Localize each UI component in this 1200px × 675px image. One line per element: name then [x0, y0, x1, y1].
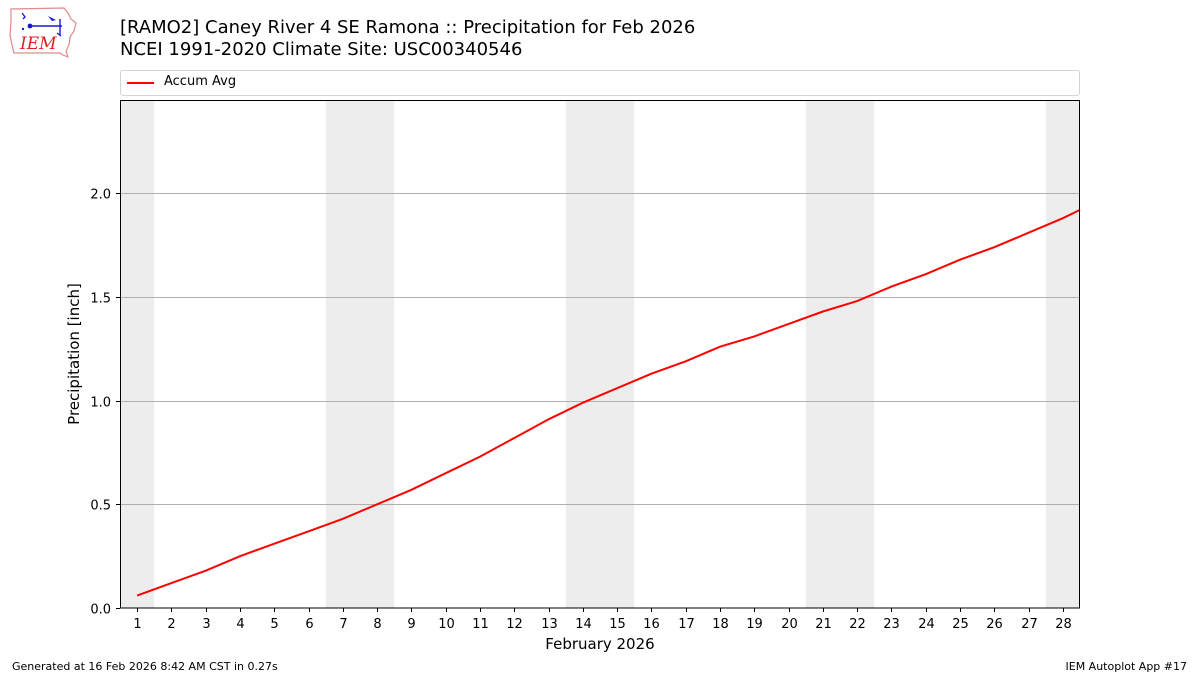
- x-axis-label: February 2026: [545, 635, 654, 653]
- x-tick-label: 26: [986, 617, 1003, 632]
- app-id-label: IEM Autoplot App #17: [1065, 660, 1188, 673]
- y-tick-label: 1.0: [90, 396, 111, 411]
- x-tick-label: 1: [133, 617, 141, 632]
- weekend-shade-band: [565, 100, 635, 608]
- x-tick-label: 7: [339, 617, 347, 632]
- chart-title-line2: NCEI 1991-2020 Climate Site: USC00340546: [120, 39, 523, 60]
- y-tick-label: 0.5: [90, 499, 111, 514]
- iowa-map-logo-icon: IEM: [9, 7, 77, 59]
- x-tick-label: 13: [541, 617, 558, 632]
- y-tick-label: 2.0: [90, 188, 111, 203]
- weekend-shading: [120, 100, 1080, 608]
- weekend-shade-band: [120, 100, 155, 608]
- x-tick-label: 25: [952, 617, 969, 632]
- x-tick-label: 3: [202, 617, 210, 632]
- x-tick-label: 20: [781, 617, 798, 632]
- x-tick-label: 5: [270, 617, 278, 632]
- x-tick-label: 10: [438, 617, 455, 632]
- chart-title: [RAMO2] Caney River 4 SE Ramona :: Preci…: [120, 17, 695, 61]
- legend-swatch-accum-avg: [127, 82, 154, 84]
- x-tick-label: 22: [849, 617, 866, 632]
- x-tick-label: 15: [609, 617, 626, 632]
- legend-label-accum-avg: Accum Avg: [164, 74, 237, 89]
- x-tick-label: 4: [236, 617, 244, 632]
- x-tick-label: 17: [678, 617, 695, 632]
- x-tick-label: 21: [815, 617, 832, 632]
- x-tick-label: 28: [1055, 617, 1072, 632]
- y-axis-ticks: 0.0 0.5 1.0 1.5 2.0: [90, 188, 120, 618]
- x-tick-label: 14: [575, 617, 592, 632]
- y-tick-label: 1.5: [90, 292, 111, 307]
- y-axis-label: Precipitation [inch]: [65, 283, 83, 425]
- x-tick-label: 16: [643, 617, 660, 632]
- accum-avg-line: [136, 209, 1081, 597]
- x-tick-label: 18: [712, 617, 729, 632]
- x-tick-label: 27: [1021, 617, 1038, 632]
- plot-frame: [120, 100, 1080, 609]
- y-tick-label: 0.0: [90, 603, 111, 618]
- iem-logo: IEM: [8, 5, 80, 59]
- chart-title-line1: [RAMO2] Caney River 4 SE Ramona :: Preci…: [120, 17, 696, 38]
- x-tick-label: 6: [305, 617, 313, 632]
- x-tick-label: 11: [472, 617, 489, 632]
- y-gridlines: [120, 193, 1080, 505]
- x-tick-label: 12: [506, 617, 523, 632]
- weekend-shade-band: [805, 100, 875, 608]
- x-tick-label: 24: [918, 617, 935, 632]
- generated-timestamp: Generated at 16 Feb 2026 8:42 AM CST in …: [12, 660, 278, 673]
- x-tick-label: 8: [373, 617, 381, 632]
- x-tick-label: 9: [407, 617, 415, 632]
- x-tick-label: 19: [746, 617, 763, 632]
- x-tick-label: 2: [167, 617, 175, 632]
- x-axis-ticks: 1 2 3 4 5 6 7 8 9 10 11 12 13 14 15 16 17 18 19 20 21 22 23 24 2…: [133, 608, 1072, 632]
- weekend-shade-band: [1045, 100, 1080, 608]
- x-tick-label: 23: [883, 617, 900, 632]
- svg-text:IEM: IEM: [19, 34, 57, 54]
- weekend-shade-band: [325, 100, 395, 608]
- chart-legend: Accum Avg: [120, 70, 1080, 96]
